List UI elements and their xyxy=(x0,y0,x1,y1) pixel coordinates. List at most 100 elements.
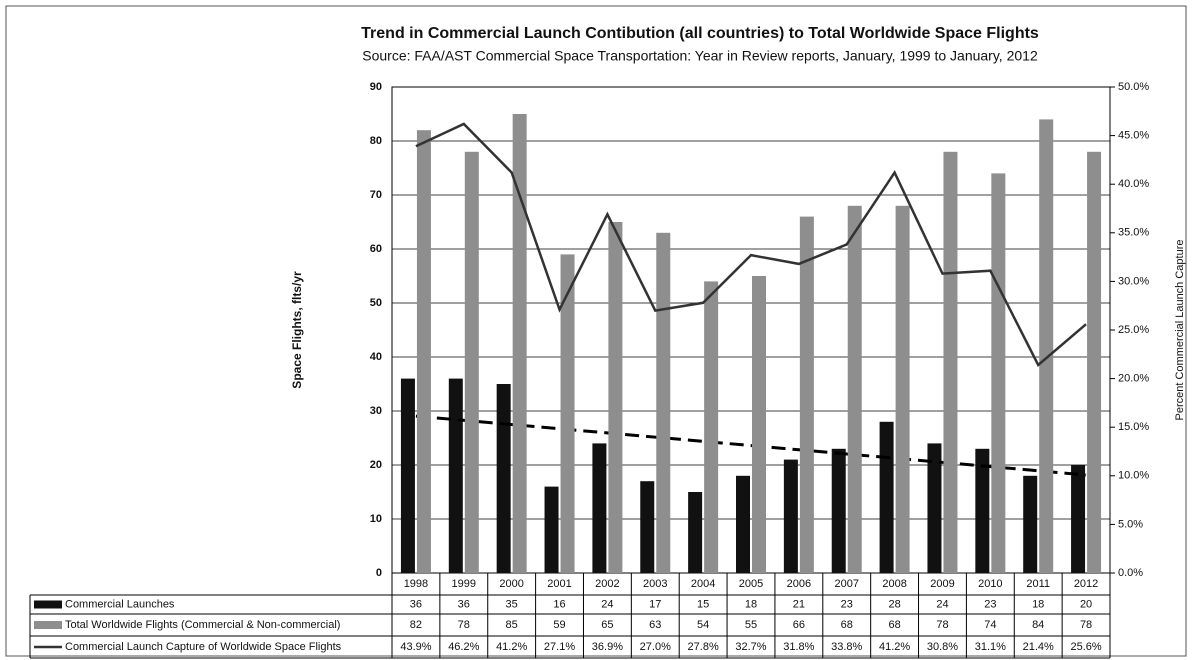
legend-label: Total Worldwide Flights (Commercial & No… xyxy=(65,619,340,631)
table-value: 18 xyxy=(1032,598,1044,610)
x-tick-label: 1999 xyxy=(452,578,476,590)
table-value: 65 xyxy=(601,619,613,631)
bar xyxy=(560,254,575,573)
x-tick-label: 2004 xyxy=(691,578,715,590)
table-value: 74 xyxy=(984,619,996,631)
table-value: 18 xyxy=(745,598,757,610)
legend-label: Commercial Launch Capture of Worldwide S… xyxy=(65,641,342,653)
y-tick-label: 30 xyxy=(370,405,382,417)
bar xyxy=(991,173,1006,573)
trendline xyxy=(415,414,1087,477)
bar xyxy=(512,114,527,573)
table-value: 36 xyxy=(458,598,470,610)
table-value: 27.8% xyxy=(688,641,719,653)
table-value: 32.7% xyxy=(735,641,766,653)
table-value: 68 xyxy=(841,619,853,631)
table-value: 36 xyxy=(410,598,422,610)
bar xyxy=(736,475,750,573)
x-tick-label: 2005 xyxy=(739,578,763,590)
table-value: 41.2% xyxy=(496,641,527,653)
x-tick-label: 2007 xyxy=(834,578,858,590)
bar xyxy=(656,232,671,574)
table-value: 30.8% xyxy=(927,641,958,653)
y2-tick-label: 20.0% xyxy=(1118,373,1149,385)
bar xyxy=(592,443,607,573)
table-value: 21.4% xyxy=(1023,641,1054,653)
table-value: 43.9% xyxy=(400,641,431,653)
x-tick-label: 2000 xyxy=(499,578,523,590)
table-value: 41.2% xyxy=(879,641,910,653)
bar xyxy=(895,205,910,574)
bar xyxy=(1039,119,1054,574)
chart-subtitle: Source: FAA/AST Commercial Space Transpo… xyxy=(362,48,1038,64)
x-tick-label: 2003 xyxy=(643,578,667,590)
bar xyxy=(640,481,655,573)
bar xyxy=(752,276,766,573)
table-value: 21 xyxy=(793,598,805,610)
table-value: 15 xyxy=(697,598,709,610)
table-value: 85 xyxy=(506,619,518,631)
bar xyxy=(448,378,463,573)
bar xyxy=(879,421,894,573)
y-tick-label: 10 xyxy=(370,513,382,525)
y2-axis-label: Percent Commercial Launch Capture xyxy=(1174,240,1186,421)
table-value: 23 xyxy=(984,598,996,610)
bar xyxy=(688,492,703,573)
table-value: 84 xyxy=(1032,619,1044,631)
y-tick-label: 50 xyxy=(370,297,382,309)
table-value: 24 xyxy=(936,598,948,610)
bar xyxy=(831,448,846,573)
frame xyxy=(5,5,1187,657)
y2-tick-label: 45.0% xyxy=(1118,130,1149,142)
x-tick-label: 2006 xyxy=(787,578,811,590)
bar xyxy=(943,151,958,574)
bar xyxy=(847,205,862,574)
table-value: 31.8% xyxy=(783,641,814,653)
y2-tick-label: 25.0% xyxy=(1118,324,1149,336)
table-value: 20 xyxy=(1080,598,1092,610)
y-tick-label: 60 xyxy=(370,243,382,255)
plot-border xyxy=(391,86,1111,574)
y2-tick-label: 40.0% xyxy=(1118,178,1149,190)
bar xyxy=(704,281,719,573)
table-value: 46.2% xyxy=(448,641,479,653)
y2-tick-label: 15.0% xyxy=(1118,421,1149,433)
table-value: 33.8% xyxy=(831,641,862,653)
bar xyxy=(1023,475,1038,573)
bar xyxy=(1087,151,1102,574)
table-value: 54 xyxy=(697,619,709,631)
x-tick-label: 2010 xyxy=(978,578,1002,590)
y-tick-label: 40 xyxy=(370,351,382,363)
table-value: 28 xyxy=(888,598,900,610)
table-value: 63 xyxy=(649,619,661,631)
y2-tick-label: 30.0% xyxy=(1118,275,1149,287)
x-tick-label: 2008 xyxy=(882,578,906,590)
table-value: 78 xyxy=(1080,619,1092,631)
table-value: 78 xyxy=(936,619,948,631)
x-tick-label: 2012 xyxy=(1074,578,1098,590)
y2-tick-label: 0.0% xyxy=(1118,567,1143,579)
y-tick-label: 20 xyxy=(370,459,382,471)
legend-swatch xyxy=(34,621,62,629)
table-value: 35 xyxy=(506,598,518,610)
table-value: 23 xyxy=(841,598,853,610)
y2-tick-label: 35.0% xyxy=(1118,227,1149,239)
bar xyxy=(544,486,559,573)
x-tick-label: 2001 xyxy=(547,578,571,590)
table-value: 27.1% xyxy=(544,641,575,653)
x-tick-label: 2002 xyxy=(595,578,619,590)
table-value: 17 xyxy=(649,598,661,610)
chart-title: Trend in Commercial Launch Contibution (… xyxy=(361,25,1039,42)
table-value: 25.6% xyxy=(1070,641,1101,653)
table-value: 66 xyxy=(793,619,805,631)
y-axis-label: Space Flights, flts/yr xyxy=(290,271,304,389)
table-value: 16 xyxy=(553,598,565,610)
x-tick-label: 2011 xyxy=(1026,578,1050,590)
bar xyxy=(783,459,798,573)
bar xyxy=(464,151,479,574)
table-value: 24 xyxy=(601,598,613,610)
y-tick-label: 70 xyxy=(370,189,382,201)
bar xyxy=(496,384,511,573)
bar xyxy=(799,216,814,573)
